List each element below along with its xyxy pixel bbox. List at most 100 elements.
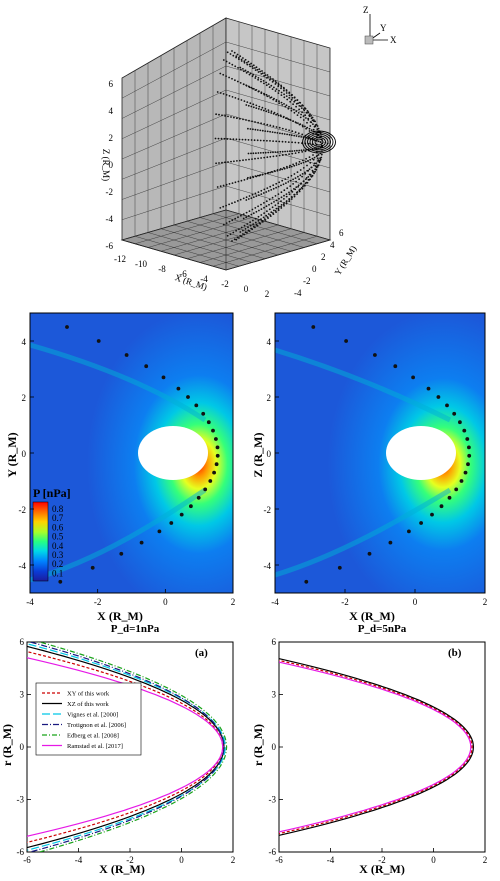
cube-data-point	[270, 96, 273, 99]
cube-data-point	[255, 107, 258, 109]
cube-data-point	[307, 117, 310, 120]
cube-data-point	[273, 97, 275, 100]
cube-data-point	[244, 58, 247, 61]
cube-data-point	[284, 105, 287, 108]
cube-data-point	[251, 158, 253, 161]
cube-data-point	[287, 176, 290, 179]
cube-y-tick: -2	[303, 276, 311, 286]
cube-data-point	[297, 184, 300, 187]
cube-data-point	[297, 141, 300, 144]
cube-data-point	[302, 185, 304, 188]
cube-data-point	[272, 151, 274, 154]
cube-x-tick: 0	[244, 284, 249, 294]
cube-data-point	[289, 179, 292, 182]
cube-data-point	[260, 73, 263, 75]
cube-data-point	[239, 231, 242, 233]
cube-nose-ring	[314, 138, 324, 146]
cube-data-point	[265, 110, 268, 113]
cube-data-point	[271, 88, 274, 90]
cube-data-point	[263, 188, 266, 191]
cube-data-point	[317, 154, 320, 156]
cube-data-point	[264, 172, 267, 175]
bow-shock-point	[124, 353, 129, 357]
cube-data-point	[260, 80, 262, 83]
cube-data-point	[275, 81, 277, 84]
cube-data-point	[291, 97, 294, 99]
boundary-curve	[27, 650, 224, 844]
legend-entry: XZ of this work	[67, 701, 109, 708]
cube-data-point	[221, 161, 223, 164]
cube-data-point	[243, 60, 246, 63]
legend-entry: Trotignon et al. [2006]	[67, 722, 126, 729]
cube-data-point	[263, 92, 265, 95]
boundary-plot-b: -6 -4 -2 0 2 -6 -3 0 3 6 (b) r (R_M) X (R_M)	[251, 637, 487, 876]
plot-x-tick: 0	[179, 855, 184, 865]
cube-data-point	[309, 161, 312, 164]
cube-grid-line	[225, 161, 331, 193]
cube-data-point	[267, 111, 270, 113]
cube-data-point	[319, 157, 321, 160]
cube-data-point	[272, 140, 274, 143]
map-x-tick: -4	[271, 597, 279, 607]
cube-data-point	[275, 211, 277, 214]
cube-data-point	[238, 237, 240, 239]
cube-data-point	[219, 92, 222, 94]
colorbar-tick: 0.8	[52, 504, 64, 514]
cube-data-point	[257, 71, 260, 73]
map-xz-flank-upper	[274, 347, 452, 423]
cube-data-point	[252, 73, 255, 76]
cube-data-point	[290, 165, 293, 168]
bow-shock-point	[373, 353, 377, 357]
cube-data-point	[265, 214, 268, 217]
bow-shock-point	[65, 325, 69, 329]
cube-data-point	[273, 209, 275, 212]
bow-shock-point	[179, 512, 184, 517]
cube-data-point	[254, 77, 257, 79]
cube-data-point	[245, 119, 247, 121]
cube-data-point	[231, 202, 233, 205]
cube-data-point	[233, 238, 236, 241]
cube-data-point	[298, 189, 301, 192]
cube-data-point	[228, 76, 231, 79]
cube-data-point	[316, 165, 319, 167]
cube-data-point	[238, 58, 240, 61]
plot-b-y-label: r (R_M)	[251, 724, 265, 766]
cube-data-point	[249, 224, 252, 227]
cube-data-point	[308, 130, 311, 132]
cube-data-point	[281, 127, 284, 130]
cube-data-point	[312, 158, 315, 161]
cube-data-point	[254, 69, 257, 71]
cube-data-point	[269, 124, 272, 127]
cube-data-point	[298, 163, 300, 166]
cube-data-point	[284, 178, 287, 181]
cube-data-point	[259, 174, 262, 176]
cube-data-point	[280, 184, 282, 187]
cube-grid-line	[121, 113, 227, 160]
cube-data-point	[302, 119, 305, 121]
cube-data-point	[290, 98, 293, 101]
cube-grid-line	[121, 41, 227, 99]
cube-data-point	[257, 108, 260, 110]
cube-data-point	[252, 128, 254, 131]
cube-data-point	[222, 73, 225, 76]
cube-z-tick: 6	[109, 79, 114, 89]
cube-data-point	[275, 207, 278, 210]
cube-data-point	[263, 75, 265, 77]
cube-data-point	[295, 164, 298, 166]
cube-data-point	[275, 140, 278, 143]
cube-data-point	[304, 171, 306, 174]
cube-data-point	[283, 96, 286, 99]
cube-data-point	[313, 164, 315, 167]
cube-data-point	[267, 217, 269, 220]
cube-data-point	[269, 76, 272, 78]
cube-data-point	[239, 234, 242, 237]
cube-data-point	[269, 140, 271, 142]
cube-data-point	[242, 233, 244, 235]
cube-data-point	[289, 150, 291, 153]
cube-x-tick: 2	[265, 289, 270, 299]
cube-data-point	[288, 105, 290, 108]
plot-x-tick: 2	[231, 855, 236, 865]
cube-nose-ring	[309, 135, 329, 149]
cube-data-point	[297, 132, 300, 135]
cube-data-point	[284, 150, 286, 153]
